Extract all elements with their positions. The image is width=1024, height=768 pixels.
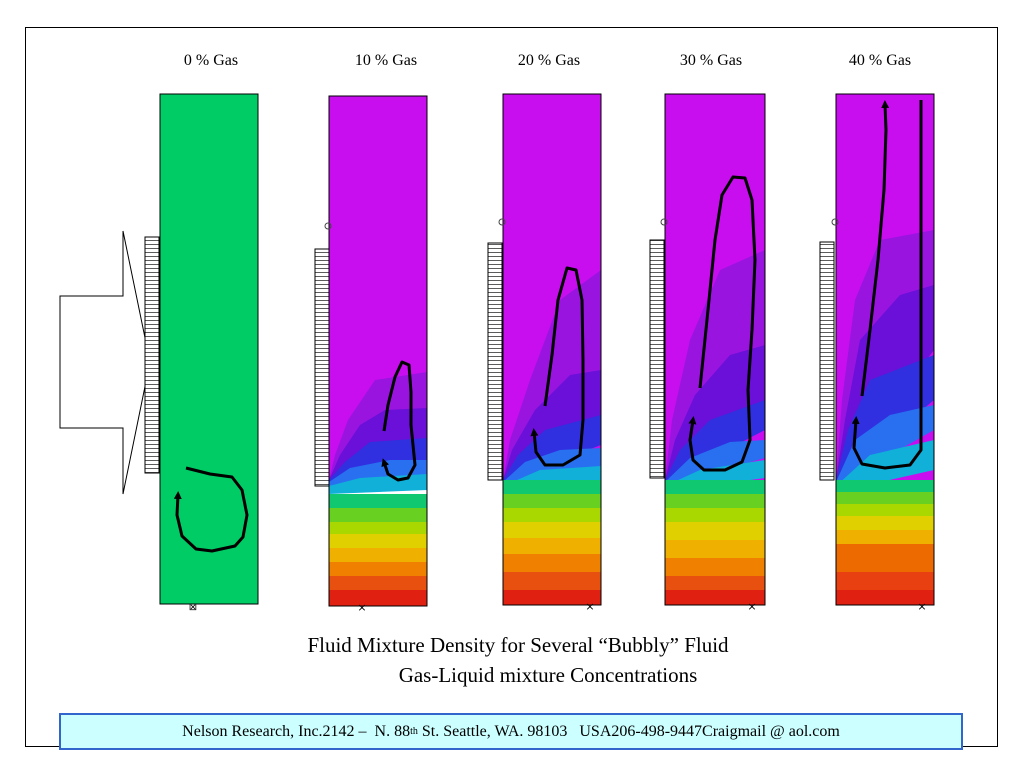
column-30-layer-green [665,480,765,494]
column-0-body [159,93,259,605]
column-20-layer-lime [503,508,601,522]
column-label-10: 10 % Gas [354,52,418,69]
column-10-layer-red [329,590,427,606]
column-20-inlet-hatch [487,242,503,481]
column-20-layer-yellow [503,522,601,538]
column-30-layer-lime [665,508,765,522]
column-20-flow-line [530,266,585,467]
column-20-top-marker [498,218,506,226]
column-30-layer-yellow [665,522,765,540]
footer-email: Craigmail @ aol.com [702,722,840,740]
inflow-arrow [59,230,151,495]
column-0-gas: ⊠ [144,93,259,613]
column-label-30: 30 % Gas [679,52,743,69]
column-40-outline [835,93,935,606]
footer-address-sup: th [410,726,418,737]
column-10-layer-gold [329,548,427,562]
column-40-flow-line-up [860,100,890,397]
column-label-40: 40 % Gas [848,52,912,69]
footer-company: Nelson Research, Inc. [182,722,323,740]
column-20-layer-green [503,480,601,494]
column-40-flow-line-loop [851,100,923,470]
column-label-0: 0 % Gas [183,52,239,69]
column-40-layer-orange [836,544,934,572]
footer-phone: 206-498-9447 [611,722,703,740]
column-40-layer-gold [836,530,934,544]
column-40-layer-lime [836,504,934,516]
column-30-layer-dkorange [665,576,765,590]
column-20-layer-gold [503,538,601,554]
column-20-gas: × [487,93,602,613]
column-40-layer-yellow [836,516,934,530]
column-0-flow-line [173,466,249,553]
column-30-layer-gold [665,540,765,558]
column-10-inlet-hatch [314,248,330,487]
column-30-bottom-marker: × [747,600,756,613]
footer-address-suffix: St. Seattle, WA. 98103 USA [417,722,612,740]
column-40-layer-green [836,480,934,492]
column-20-outline [502,93,602,606]
caption-line-1: Fluid Mixture Density for Several “Bubbl… [307,633,729,657]
column-30-layer-orange [665,558,765,576]
column-10-layer-ygreen [329,508,427,522]
column-40-inlet-hatch [819,241,835,481]
footer-address-prefix: 2142 – N. 88 [322,722,411,740]
column-10-bottom-marker: × [357,601,366,614]
column-40-top-marker [831,218,839,226]
column-40-gas: × [819,93,935,613]
column-20-layer-dkorange [503,572,601,590]
column-20-bottom-marker: × [585,600,594,613]
column-30-gas: × [649,93,766,613]
column-40-layer-dkorange [836,572,934,590]
column-10-layer-yellow [329,534,427,548]
column-10-layer-blue2 [329,460,427,486]
column-20-layer-ygreen [503,494,601,508]
column-40-layer-red [836,590,934,605]
column-10-layer-dkorange [329,576,427,590]
column-10-gas: × [314,95,428,614]
column-10-layer-green [329,494,427,508]
column-20-layer-red [503,590,601,605]
column-10-flow-line [381,360,417,482]
column-label-20: 20 % Gas [517,52,581,69]
column-40-bottom-marker: × [917,600,926,613]
column-10-top-marker [324,222,332,230]
column-10-layer-lime [329,522,427,534]
column-30-flow-line [688,175,757,472]
column-30-outline [664,93,766,606]
column-40-layer-teal [836,440,934,492]
column-40-layer-ygreen [836,492,934,504]
column-30-top-marker [660,218,668,226]
column-30-inlet-hatch [649,239,665,479]
column-10-layer-orange [329,562,427,576]
column-30-layer-ygreen [665,494,765,508]
column-30-layer-blue2 [665,440,765,486]
column-30-layer-red [665,590,765,605]
column-20-layer-orange [503,554,601,572]
column-0-inlet-hatch [144,236,160,474]
caption-line-2: Gas-Liquid mixture Concentrations [398,663,698,687]
column-0-bottom-marker: ⊠ [189,602,197,613]
